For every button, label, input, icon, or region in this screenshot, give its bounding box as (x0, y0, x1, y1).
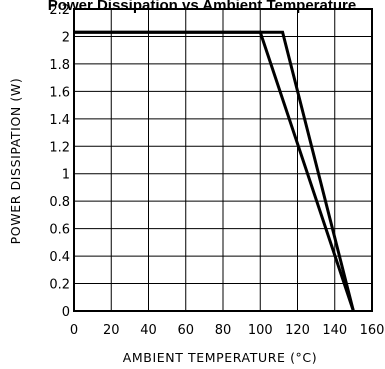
series-line-2 (74, 30, 355, 312)
chart-title: Power Dissipation vs Ambient Temperature (48, 0, 356, 14)
y-tick-label: 1 (62, 168, 70, 183)
grid (73, 8, 373, 312)
y-tick-label: 1.6 (49, 85, 70, 100)
x-tick-label: 120 (285, 323, 310, 338)
plot-frame (73, 8, 373, 312)
y-tick-label: 0 (62, 305, 70, 320)
x-tick-label: 80 (215, 323, 232, 338)
y-tick-label: 0.8 (49, 195, 70, 210)
x-tick-label: 100 (248, 323, 273, 338)
series-line-1 (74, 30, 355, 312)
x-tick-label: 140 (322, 323, 347, 338)
x-tick-label: 0 (70, 323, 78, 338)
y-tick-label: 2 (62, 30, 70, 45)
x-tick-label: 40 (140, 323, 157, 338)
y-tick-label: 2.2 (49, 3, 70, 18)
tick-labels: 0 20 40 60 80 100 120 140 160 0 0.2 0.4 0.6 0.8 1 1.2 1.… (49, 3, 384, 338)
x-axis-label: AMBIENT TEMPERATURE (°C) (123, 350, 317, 365)
y-tick-label: 0.4 (49, 250, 70, 265)
x-tick-label: 160 (360, 323, 385, 338)
y-tick-label: 1.8 (49, 58, 70, 73)
x-tick-label: 60 (177, 323, 194, 338)
y-tick-label: 0.2 (49, 278, 70, 293)
y-tick-label: 1.2 (49, 140, 70, 155)
y-axis-label: POWER DISSIPATION (W) (8, 78, 23, 245)
y-tick-label: 1.4 (49, 113, 70, 128)
x-tick-label: 20 (103, 323, 120, 338)
series-lines (74, 30, 355, 312)
y-tick-label: 0.6 (49, 223, 70, 238)
